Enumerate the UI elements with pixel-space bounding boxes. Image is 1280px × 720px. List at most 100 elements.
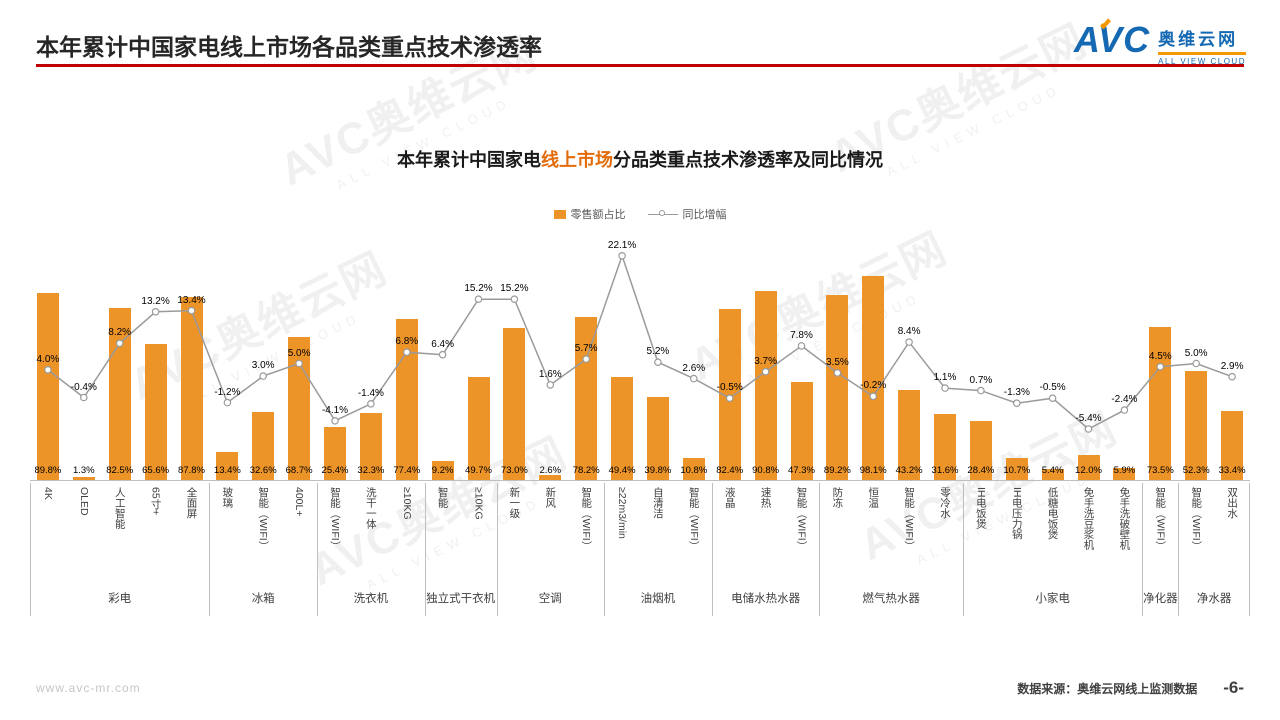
x-axis-group-label: 洗衣机	[353, 593, 389, 605]
bar-智能	[431, 460, 454, 480]
bar-智能（WIFI）	[682, 457, 705, 480]
line-value-label: -1.4%	[357, 387, 384, 399]
bar-免手洗豆浆机	[1077, 455, 1100, 480]
group-separator	[604, 483, 606, 616]
group-separator	[1249, 483, 1250, 616]
x-axis-item-label: 智能（WIFI）	[329, 487, 341, 552]
header-underline	[36, 64, 1244, 67]
bar-value-label: 49.7%	[465, 465, 492, 476]
avc-logo-wordmark: 奥维云网 ALL VIEW CLOUD	[1158, 22, 1246, 66]
page-number: -6-	[1223, 678, 1244, 697]
line-marker	[151, 308, 160, 316]
line-value-label: -1.2%	[214, 386, 241, 398]
bar-value-label: 13.4%	[213, 465, 241, 476]
data-source: 数据来源：奥维云网线上监测数据	[1017, 681, 1198, 696]
x-axis-item-label: 零冷水	[939, 487, 951, 519]
x-axis-item-label: 新风	[544, 487, 557, 508]
x-axis-item-label: 洗干一体	[364, 487, 377, 529]
bar-防冻	[826, 294, 849, 480]
x-axis-group-label: 空调	[538, 593, 562, 605]
line-marker	[797, 342, 806, 350]
line-value-label: 5.0%	[287, 347, 311, 359]
chart-legend: 零售额占比 同比增幅	[0, 206, 1280, 222]
line-marker	[654, 358, 662, 367]
bar-value-label: 32.3%	[357, 465, 385, 476]
line-marker	[1048, 394, 1057, 403]
x-axis-item-label: 新一级	[508, 487, 521, 519]
line-marker	[223, 398, 232, 407]
bar-value-label: 10.8%	[680, 465, 708, 476]
bar-value-label: 43.2%	[895, 465, 923, 476]
bar-value-label: 68.7%	[285, 465, 313, 476]
group-separator	[1142, 483, 1144, 616]
line-value-label: -0.4%	[70, 381, 97, 393]
line-value-label: -2.4%	[1111, 394, 1138, 406]
legend-item-line: 同比增幅	[647, 206, 727, 222]
line-value-label: 3.0%	[251, 360, 275, 372]
x-axis-item-label: 低糖电饭煲	[1046, 487, 1059, 540]
x-axis-item-label: ≥10KG	[400, 487, 413, 520]
x-axis-group-label: 电储水热水器	[731, 593, 801, 605]
x-axis-item-label: 防冻	[831, 487, 844, 508]
group-separator	[962, 483, 964, 616]
x-axis-item-label: 智能（WIFI）	[687, 487, 700, 552]
group-separator	[317, 483, 319, 616]
x-axis-item-label: 65寸+	[149, 487, 162, 516]
bar-swatch-icon	[553, 209, 566, 219]
bar-value-label: 87.8%	[178, 465, 205, 476]
footer: www.avc-mr.com 数据来源：奥维云网线上监测数据 -6-	[36, 678, 1244, 698]
line-value-label: 15.2%	[500, 283, 529, 295]
x-axis-item-label: ≥10KG	[472, 487, 485, 520]
line-value-label: 5.0%	[1184, 347, 1208, 359]
group-separator	[209, 483, 211, 616]
bar-value-label: 12.0%	[1075, 465, 1102, 476]
x-axis-item-label: 智能（WIFI）	[1190, 487, 1203, 552]
line-value-label: 3.7%	[754, 355, 777, 367]
bar-value-label: 98.1%	[859, 465, 887, 476]
bar-value-label: 65.6%	[142, 465, 170, 476]
line-value-label: 5.2%	[646, 346, 670, 358]
bar-value-label: 52.3%	[1182, 465, 1210, 476]
legend-item-bar: 零售额占比	[553, 206, 626, 222]
bar-免手洗破壁机	[1113, 467, 1136, 480]
bar-value-label: 32.6%	[249, 465, 277, 476]
line-marker	[546, 381, 555, 389]
chart-title: 本年累计中国家电线上市场分品类重点技术渗透率及同比情况	[0, 146, 1280, 172]
x-axis-item-label: 自清洁	[651, 487, 664, 519]
bar-value-label: 82.4%	[716, 465, 744, 476]
x-axis-item-label: 双出水	[1226, 487, 1239, 519]
x-axis-group-label: 小家电	[1035, 593, 1070, 605]
website-url: www.avc-mr.com	[36, 681, 141, 695]
group-separator	[711, 483, 713, 616]
x-axis-item-label: 玻璃	[221, 487, 234, 508]
bar-value-label: 39.8%	[644, 465, 672, 476]
chart-title-accent: 线上市场	[541, 150, 613, 170]
line-marker	[941, 384, 949, 392]
bar-value-label: 89.8%	[34, 465, 62, 476]
bar-智能（WIFI）	[324, 427, 346, 480]
x-axis-item-label: 400L+	[293, 487, 306, 517]
line-marker	[1192, 359, 1201, 368]
x-axis-item-label: 免手洗豆浆机	[1082, 487, 1095, 550]
bar-value-label: 78.2%	[572, 465, 600, 476]
bar-value-label: 47.3%	[788, 465, 815, 476]
legend-label: 零售额占比	[570, 209, 626, 221]
x-axis-item-label: 智能（WIFI）	[795, 487, 808, 552]
bar-value-label: 77.4%	[393, 465, 421, 476]
bar-新风	[539, 474, 562, 480]
line-value-label: 8.2%	[108, 327, 132, 339]
bar-value-label: 28.4%	[967, 465, 995, 476]
avc-logo-name: 奥维云网	[1158, 30, 1239, 49]
bar-速热	[754, 291, 777, 480]
bar-value-label: 49.4%	[608, 465, 636, 476]
line-marker	[259, 372, 268, 380]
bar-value-label: 5.4%	[1041, 465, 1064, 476]
bar-IH电压力锅	[1005, 457, 1028, 480]
avc-logo-bar	[1158, 52, 1246, 55]
group-separator	[424, 483, 426, 616]
bar-4K	[36, 293, 59, 480]
bar-65寸+	[144, 343, 167, 480]
line-marker	[1228, 372, 1236, 381]
x-axis-group-label: 冰箱	[251, 593, 275, 605]
line-marker	[1120, 406, 1129, 414]
